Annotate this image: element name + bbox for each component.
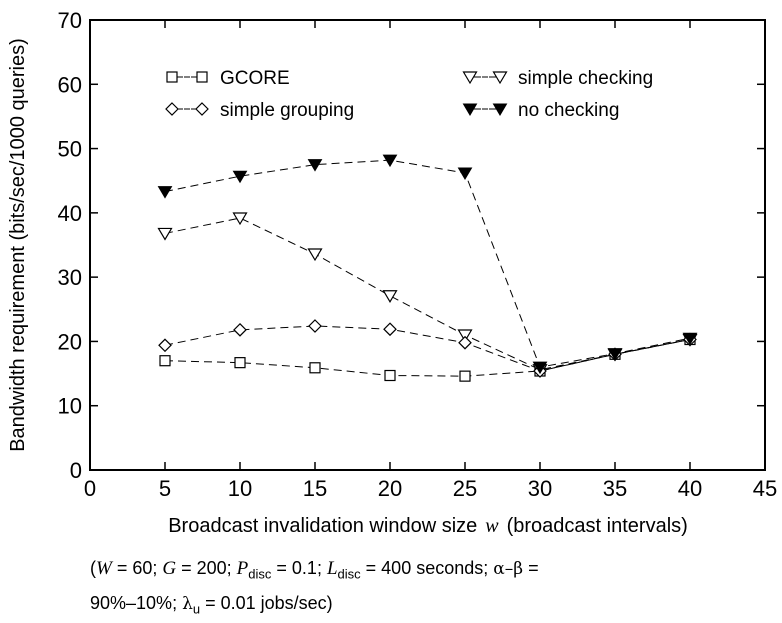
legend-item-gcore: GCORE	[166, 68, 290, 89]
x-axis-title-main: Broadcast invalidation window size	[168, 515, 477, 537]
data-point-no-checking	[157, 186, 173, 199]
data-point-gcore	[309, 362, 321, 374]
legend-marker	[165, 102, 179, 116]
data-point-simple-grouping	[233, 323, 247, 337]
data-point-gcore	[459, 370, 471, 382]
chart: 0 5 10 15 20 25 30 35 40 45 0 10 20 30 40 50 60 70 GCORE s…	[7, 8, 778, 537]
legend-item-simple-grouping: simple grouping	[165, 100, 354, 121]
legend-marker	[166, 71, 178, 83]
legend-marker	[462, 103, 478, 116]
plot-frame	[89, 19, 766, 471]
x-tick-label: 10	[228, 476, 252, 501]
data-point-simple-checking	[382, 290, 398, 303]
data-point-simple-checking	[457, 329, 473, 343]
legend-label: GCORE	[220, 68, 290, 89]
y-tick-label: 40	[58, 201, 82, 226]
series-line-gcore	[164, 339, 691, 377]
axis-ticks: 0 5 10 15 20 25 30 35 40 45 0 10 20 30 40 50 60 70	[58, 8, 778, 501]
y-axis-title: Bandwidth requirement (bits/sec/1000 que…	[7, 38, 29, 452]
data-point-no-checking	[382, 154, 398, 168]
x-axis-title: Broadcast invalidation window size w (broa…	[168, 515, 688, 537]
data-point-no-checking	[232, 170, 248, 184]
y-tick-label: 50	[58, 137, 82, 162]
data-point-gcore	[234, 357, 246, 369]
data-point-no-checking	[532, 361, 548, 375]
legend-marker	[195, 102, 209, 116]
legend-marker	[492, 103, 508, 116]
legend-marker	[196, 71, 208, 83]
data-point-no-checking	[607, 348, 623, 361]
data-point-simple-grouping	[458, 335, 472, 350]
series-line-simple-checking	[164, 217, 691, 371]
data-point-simple-grouping	[383, 322, 397, 337]
y-tick-label: 70	[58, 8, 82, 33]
x-tick-label: 0	[84, 476, 96, 501]
x-tick-label: 40	[678, 476, 702, 501]
legend-item-simple-checking: simple checking	[462, 68, 653, 89]
y-tick-label: 10	[58, 394, 82, 419]
y-tick-label: 60	[58, 72, 82, 97]
x-tick-label: 25	[453, 476, 477, 501]
legend: GCORE simple checking simple grouping no ch…	[165, 68, 653, 121]
legend-label: no checking	[518, 100, 619, 121]
series-line-simple-grouping	[164, 325, 691, 372]
data-point-simple-checking	[232, 212, 248, 226]
legend-label: simple grouping	[220, 100, 354, 121]
y-tick-label: 30	[58, 265, 82, 290]
legend-marker	[492, 71, 508, 85]
x-tick-label: 5	[159, 476, 171, 501]
x-tick-label: 20	[378, 476, 402, 501]
data-point-no-checking	[682, 332, 698, 346]
x-axis-title-units: (broadcast intervals)	[507, 515, 688, 537]
data-point-gcore	[384, 369, 396, 382]
x-tick-label: 45	[753, 476, 777, 501]
legend-item-no-checking: no checking	[462, 100, 619, 121]
series-line-no-checking	[164, 159, 691, 368]
legend-marker	[462, 71, 478, 85]
data-point-simple-grouping	[308, 319, 322, 333]
x-tick-label: 15	[303, 476, 327, 501]
data-point-no-checking	[457, 167, 473, 180]
legend-label: simple checking	[518, 68, 653, 89]
data-point-no-checking	[307, 159, 323, 172]
series-lines	[164, 159, 691, 377]
series-markers	[157, 154, 698, 382]
data-point-simple-grouping	[158, 338, 172, 353]
y-tick-label: 20	[58, 329, 82, 354]
x-axis-title-variable: w	[485, 515, 499, 537]
parameter-caption: (W = 60; G = 200; Pdisc = 0.1; Ldisc = 4…	[90, 558, 539, 617]
y-tick-label: 0	[70, 458, 82, 483]
x-tick-label: 30	[528, 476, 552, 501]
data-point-simple-checking	[157, 227, 173, 241]
data-point-gcore	[159, 355, 171, 367]
data-point-simple-checking	[307, 248, 323, 262]
x-tick-label: 35	[603, 476, 627, 501]
